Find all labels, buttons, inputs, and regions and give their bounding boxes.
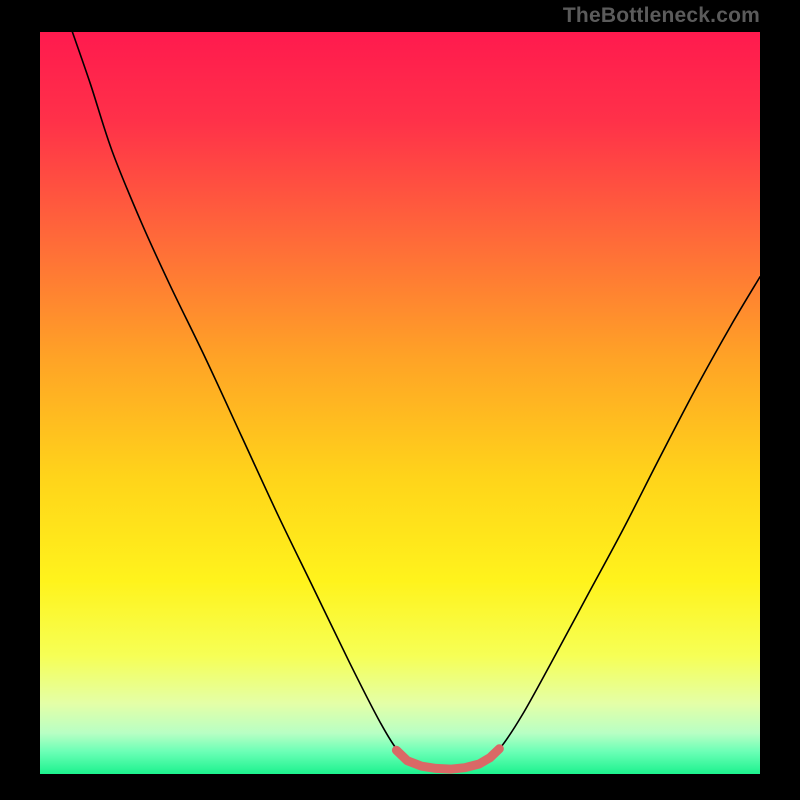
chart-plot-area — [40, 32, 760, 774]
watermark-text: TheBottleneck.com — [563, 4, 760, 28]
chart-svg — [40, 32, 760, 774]
chart-outer-frame: TheBottleneck.com — [0, 0, 800, 800]
chart-background — [40, 32, 760, 774]
